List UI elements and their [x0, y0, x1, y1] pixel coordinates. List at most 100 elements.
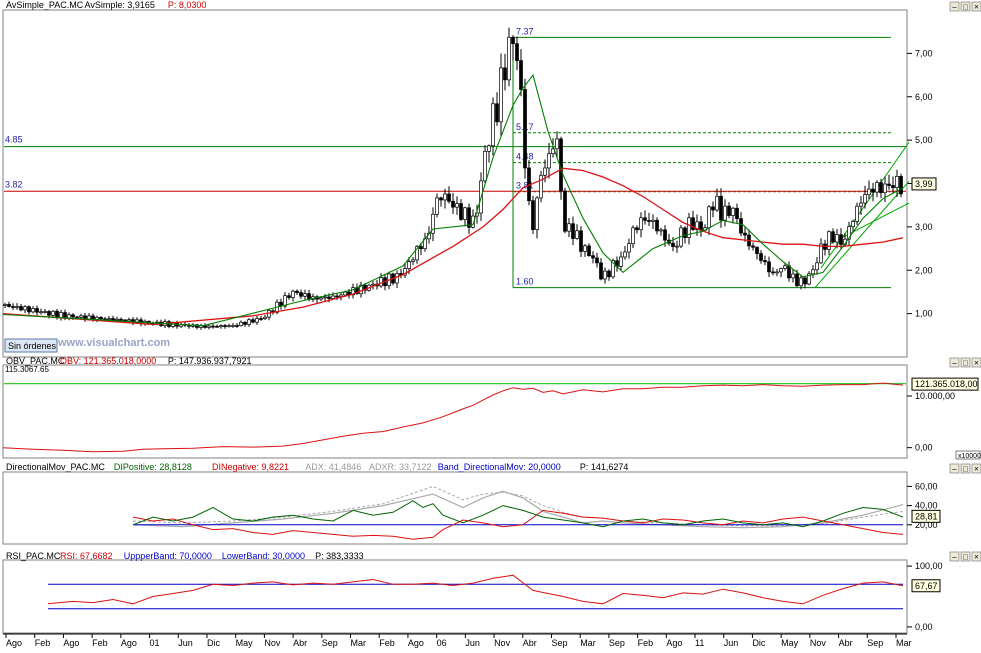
obv-header-2: P: 147.936.937,7921	[168, 356, 252, 366]
obv-last-value: 121.365.018,00	[915, 379, 978, 389]
obv-last-value-box	[911, 377, 979, 391]
candle-body	[567, 223, 571, 232]
x-axis-tick-label: Abr	[523, 638, 537, 648]
candle-body	[883, 183, 887, 194]
rsi-minimize-button[interactable]: –	[949, 551, 960, 562]
close-button-bg[interactable]	[971, 1, 981, 12]
candle-body	[219, 325, 223, 328]
candle-body	[763, 260, 767, 263]
candle-body	[411, 259, 415, 262]
candle-body	[655, 219, 659, 232]
x-axis-tick-label: Nov	[494, 638, 511, 648]
candle-body	[719, 195, 723, 221]
obv-maximize-button[interactable]: □	[960, 357, 971, 368]
obv-close-button[interactable]: ×	[971, 357, 981, 368]
candle-body	[671, 242, 675, 247]
sin-ordenes-button-bg[interactable]	[4, 338, 58, 353]
candle-body	[431, 213, 435, 234]
obv-maximize-button-bg[interactable]	[960, 357, 971, 368]
rsi-maximize-button[interactable]: □	[960, 551, 971, 562]
candle-body	[659, 229, 663, 232]
rsi-minimize-button-bg[interactable]	[949, 551, 960, 562]
candle-body	[99, 316, 103, 320]
price-panel	[2, 9, 908, 358]
candle-body	[859, 202, 863, 207]
x-axis-tick-label: Ago	[6, 638, 22, 648]
rsi-header-2: UppperBand: 70,0000	[124, 551, 212, 561]
candle-body	[471, 215, 475, 228]
minimize-button[interactable]: –	[949, 1, 960, 12]
candle-body	[619, 256, 623, 267]
dmi-axis-tick-label: 60,00	[915, 481, 938, 491]
watermark: www.visualchart.com	[57, 337, 170, 349]
candle-body	[255, 318, 259, 323]
candle-body	[643, 217, 647, 221]
candle-body	[711, 206, 715, 211]
maximize-button[interactable]: □	[960, 1, 971, 12]
minimize-button-bg[interactable]	[949, 1, 960, 12]
x-axis-tick-label: Mar	[896, 638, 912, 648]
obv-minimize-button-bg[interactable]	[949, 357, 960, 368]
price-axis-tick-label: 3,00	[915, 222, 933, 232]
candle-body	[223, 325, 227, 327]
candle-body	[623, 251, 627, 258]
obv-minimize-button[interactable]: –	[949, 357, 960, 368]
candle-body	[23, 306, 27, 311]
candle-body	[539, 174, 543, 199]
candle-body	[739, 218, 743, 234]
candle-body	[803, 277, 807, 285]
price-axis-tick-label: 7,00	[915, 48, 933, 58]
candle-body	[59, 312, 63, 319]
rsi-minimize-button-glyph: –	[952, 553, 957, 562]
dmi-maximize-button[interactable]: □	[960, 463, 971, 474]
obv-axis-tick-label: 10.000,00	[915, 391, 955, 401]
x-axis-tick-label: Sep	[322, 638, 338, 648]
candle-body	[807, 273, 811, 285]
candle-body	[595, 257, 599, 264]
rsi-close-button-bg[interactable]	[971, 551, 981, 562]
candle-body	[95, 316, 99, 320]
sin-ordenes-button[interactable]: Sin órdenes	[4, 338, 58, 353]
candle-body	[755, 246, 759, 254]
close-button[interactable]: ×	[971, 1, 981, 12]
x-axis-tick-label: Mar	[351, 638, 367, 648]
candle-body	[819, 243, 823, 264]
dmi-maximize-button-bg[interactable]	[960, 463, 971, 474]
candle-body	[707, 206, 711, 229]
close-button-glyph: ×	[974, 3, 979, 12]
candle-body	[299, 292, 303, 297]
candle-body	[519, 60, 523, 90]
x-axis-tick-label: 11	[695, 638, 704, 648]
rsi-maximize-button-bg[interactable]	[960, 551, 971, 562]
candle-body	[499, 67, 503, 123]
candle-body	[583, 245, 587, 252]
dmi-close-button[interactable]: ×	[971, 463, 981, 474]
candle-body	[451, 200, 455, 208]
series-line-rsi	[47, 574, 904, 605]
candle-body	[875, 182, 879, 193]
rsi-last-value: 67,67	[915, 581, 938, 591]
series-line-adxr	[132, 485, 904, 527]
candle-body	[547, 153, 551, 169]
candle-body	[15, 306, 19, 308]
candle-body	[699, 221, 703, 231]
candle-body	[799, 277, 803, 287]
dmi-minimize-button-bg[interactable]	[949, 463, 960, 474]
dmi-close-button-bg[interactable]	[971, 463, 981, 474]
price-header-0: AvSimple_PAC.MC	[6, 0, 84, 10]
candle-body	[211, 325, 215, 328]
rsi-last-value-box	[911, 579, 941, 593]
candle-body	[55, 310, 59, 319]
candle-body	[511, 36, 515, 45]
obv-close-button-bg[interactable]	[971, 357, 981, 368]
dmi-minimize-button[interactable]: –	[949, 463, 960, 474]
maximize-button-bg[interactable]	[960, 1, 971, 12]
candle-body	[695, 221, 699, 230]
price-header-1: AvSimple: 3,9165	[85, 0, 155, 10]
candle-body	[767, 261, 771, 273]
candle-body	[351, 287, 355, 296]
price-axis-tick-label: 6,00	[915, 92, 933, 102]
rsi-close-button[interactable]: ×	[971, 551, 981, 562]
